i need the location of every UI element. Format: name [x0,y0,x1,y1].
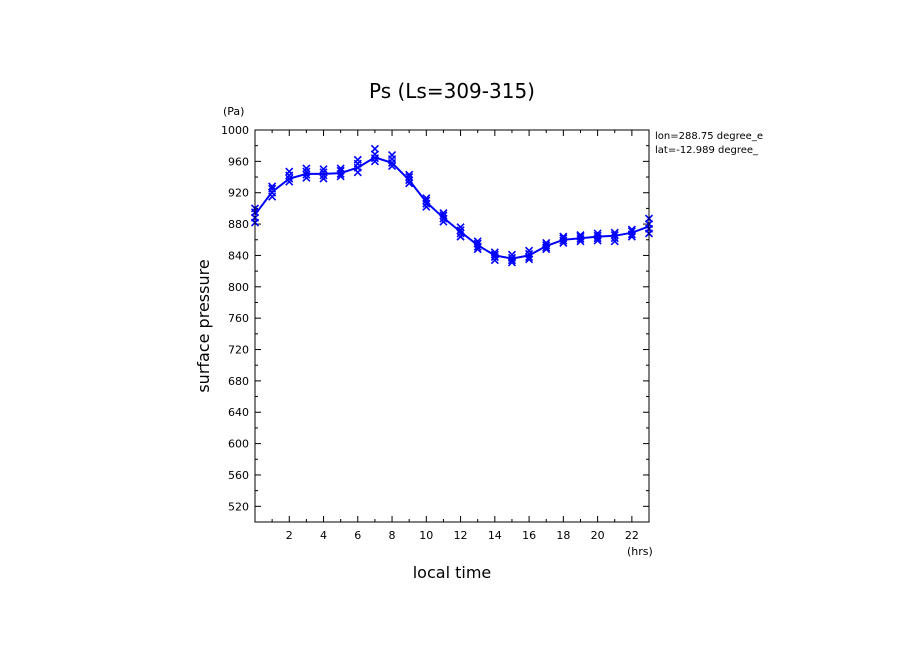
x-tick-label: 10 [419,529,433,542]
sample-marker [405,179,414,188]
sample-marker [405,170,414,179]
sample-marker [387,151,397,160]
data-marks [250,144,654,267]
y-tick-label: 640 [228,406,249,419]
sample-marker [525,249,534,258]
sample-marker [302,164,311,173]
sample-marker [542,241,551,250]
sample-marker [559,232,568,241]
sample-marker [507,250,517,259]
chart-title: Ps (Ls=309-315) [369,79,535,103]
x-tick-label: 6 [354,529,361,542]
sample-marker [627,225,636,234]
sample-marker [610,228,619,237]
sample-marker [422,194,431,203]
y-unit-label: (Pa) [223,105,244,118]
y-tick-label: 760 [228,312,249,325]
sample-marker [319,168,328,177]
x-tick-label: 4 [320,529,327,542]
sample-marker [542,238,551,247]
sample-marker [405,172,414,182]
sample-marker [285,167,294,176]
y-tick-label: 600 [228,438,249,451]
x-axis-label: local time [413,563,492,582]
sample-marker [610,230,619,240]
y-tick-label: 920 [228,187,249,200]
sample-marker [559,234,568,243]
sample-marker [610,237,619,246]
sample-marker [422,202,431,211]
y-tick-label: 720 [228,344,249,357]
x-tick-label: 2 [286,529,293,542]
y-tick-label: 560 [228,469,249,482]
sample-marker [422,196,431,205]
sample-marker [473,237,482,246]
sample-marker [319,174,328,183]
x-tick-label: 8 [389,529,396,542]
x-tick-label: 22 [625,529,639,542]
sample-marker [456,223,465,232]
sample-marker [456,229,465,238]
sample-marker [319,165,328,174]
sample-marker [490,248,499,257]
sample-marker [285,177,294,186]
sample-marker [456,232,465,241]
sample-marker [525,246,534,255]
sample-marker [593,229,602,238]
x-tick-label: 20 [591,529,605,542]
sample-marker [370,144,379,153]
x-tick-label: 12 [454,529,468,542]
y-tick-label: 680 [228,375,249,388]
sample-marker [576,230,585,240]
sample-marker [336,164,345,173]
sample-marker [439,211,448,220]
sample-marker [268,184,277,193]
y-tick-label: 520 [228,500,249,513]
sample-marker [439,217,448,226]
sample-marker [302,170,311,179]
y-tick-label: 840 [228,249,249,262]
y-tick-label: 800 [228,281,249,294]
sample-marker [319,171,328,180]
sample-marker [285,174,294,183]
sample-marker [268,182,277,191]
series-line [254,156,650,260]
x-tick-label: 18 [556,529,570,542]
sample-marker [302,167,311,176]
sample-marker [439,209,448,218]
y-tick-label: 1000 [221,124,249,137]
sample-marker [456,226,465,235]
y-tick-label: 960 [228,155,249,168]
y-tick-label: 880 [228,218,249,231]
sample-marker [490,250,499,259]
y-axis-label: surface pressure [194,259,213,392]
plot-frame [254,129,650,523]
sample-marker [353,155,362,164]
sample-marker [387,161,397,171]
x-tick-label: 16 [522,529,536,542]
sample-marker [473,239,482,248]
x-unit-label: (hrs) [627,545,653,558]
axis-ticks: 520 560 600 640 680 720 760 800 840 880 920 960 1000… [221,124,649,542]
sample-marker [525,252,534,262]
annotation-lon: lon=288.75 degree_e [655,131,763,142]
annotation-lat: lat=-12.989 degree_ [655,145,759,156]
sample-marker [507,253,517,262]
sample-marker [370,157,379,166]
sample-marker [627,227,636,236]
sample-marker [302,173,311,182]
sample-marker [576,232,585,241]
sample-marker [593,231,602,240]
x-tick-label: 14 [488,529,502,542]
sample-marker [336,166,345,175]
